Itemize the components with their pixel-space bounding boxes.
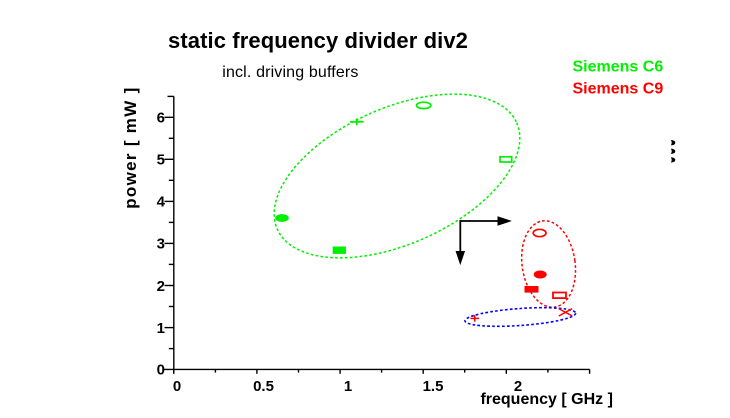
svg-text:1: 1: [157, 320, 165, 337]
svg-text:incl. driving buffers: incl. driving buffers: [222, 64, 358, 81]
svg-text:1: 1: [344, 378, 352, 395]
svg-text:0: 0: [173, 378, 181, 395]
svg-text:1.5: 1.5: [423, 378, 444, 395]
svg-text:power [ mW ]: power [ mW ]: [121, 86, 140, 208]
svg-text:2: 2: [514, 378, 522, 395]
svg-text:Siemens C6: Siemens C6: [573, 58, 664, 75]
svg-text:Siemens C9: Siemens C9: [573, 81, 664, 98]
svg-text:4: 4: [157, 194, 166, 211]
svg-text:0: 0: [157, 362, 165, 379]
svg-text:2: 2: [157, 278, 165, 295]
svg-text:5: 5: [157, 152, 165, 169]
svg-text:3: 3: [157, 236, 165, 253]
svg-text:0.5: 0.5: [253, 378, 274, 395]
svg-text:6: 6: [157, 110, 165, 127]
svg-text:static frequency divider div2: static frequency divider div2: [168, 28, 468, 53]
svg-text:frequency [ GHz ]: frequency [ GHz ]: [480, 391, 612, 408]
